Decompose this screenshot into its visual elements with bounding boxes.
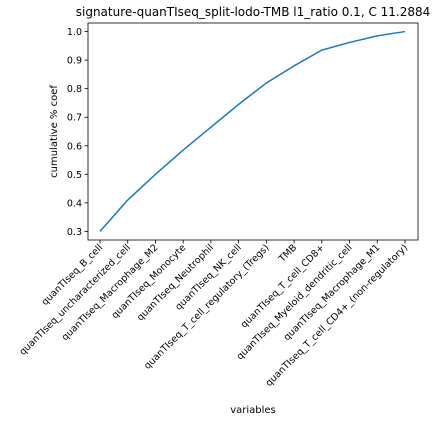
y-tick-label: 0.8 bbox=[67, 84, 82, 95]
y-tick-label: 0.6 bbox=[67, 141, 82, 152]
y-tick-label: 1.0 bbox=[67, 27, 82, 38]
y-tick-label: 0.7 bbox=[67, 113, 82, 124]
x-tick-label: TMB bbox=[276, 242, 299, 265]
y-tick-label: 0.9 bbox=[67, 56, 82, 67]
plot-frame bbox=[87, 22, 419, 241]
chart-title: signature-quanTIseq_split-lodo-TMB l1_ra… bbox=[76, 5, 431, 19]
x-axis-label: variables bbox=[230, 405, 276, 416]
x-tick-label: quanTIseq_uncharacterized_cell bbox=[17, 242, 132, 357]
plot-area: 0.30.40.50.60.70.80.91.0quanTIseq_B_cell… bbox=[17, 22, 419, 389]
y-tick-label: 0.3 bbox=[67, 227, 82, 238]
y-axis-label: cumulative % coef bbox=[49, 85, 60, 178]
y-tick-label: 0.4 bbox=[67, 198, 82, 209]
y-tick-label: 0.5 bbox=[67, 170, 82, 181]
series-line bbox=[99, 30, 406, 232]
